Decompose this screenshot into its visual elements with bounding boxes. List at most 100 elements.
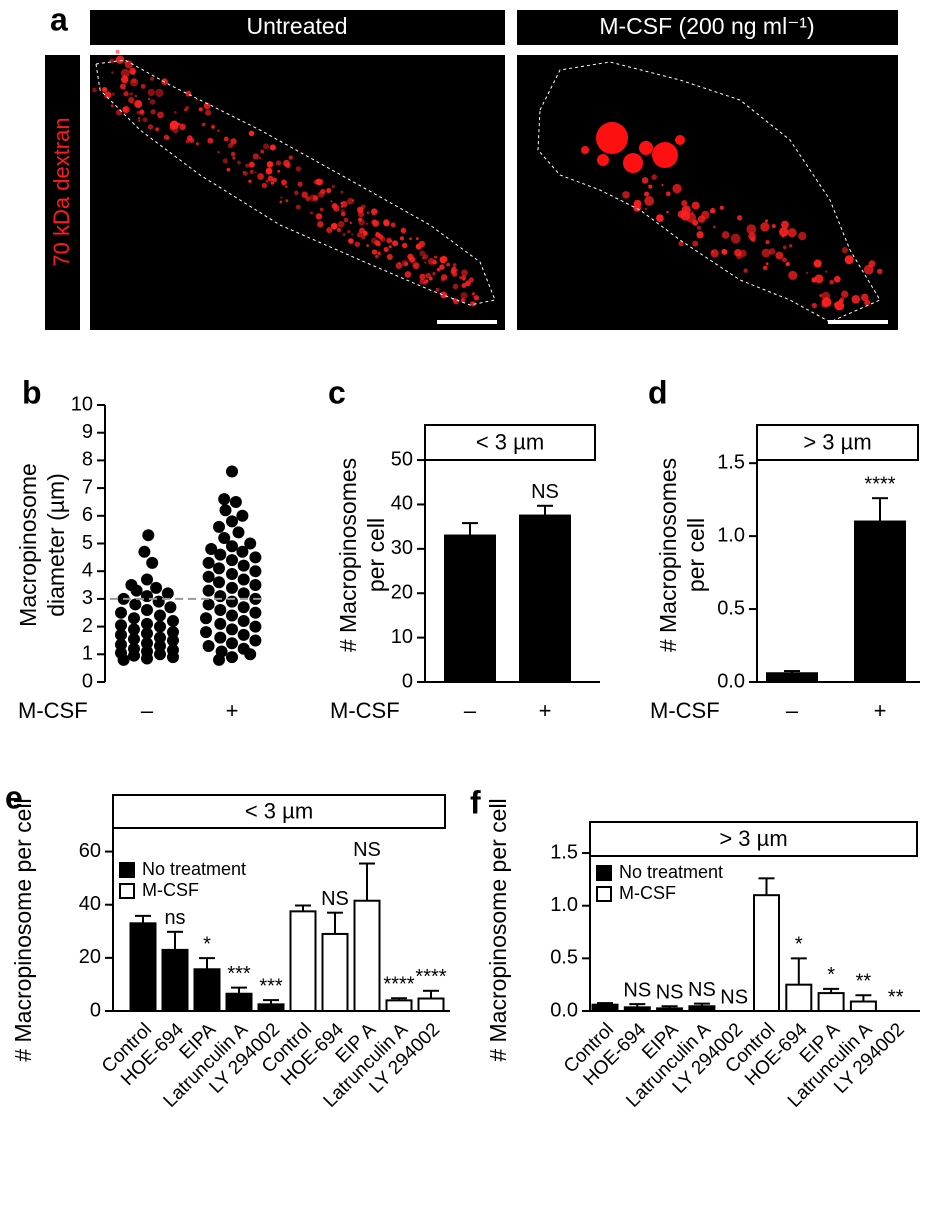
vesicle <box>203 102 211 110</box>
data-point <box>237 615 250 628</box>
vesicle <box>652 142 678 168</box>
bar <box>854 520 906 683</box>
vesicle <box>375 240 381 247</box>
y-axis-label: Macropinosome <box>15 463 41 627</box>
vesicle <box>361 234 366 240</box>
significance: NS <box>623 979 651 1001</box>
vesicle <box>301 191 308 198</box>
cell-outline <box>537 61 881 323</box>
vesicle <box>195 98 198 101</box>
vesicle <box>648 184 653 189</box>
vesicle <box>315 178 323 186</box>
data-point <box>249 551 262 564</box>
vesicle <box>644 191 650 197</box>
vesicle <box>155 88 164 98</box>
data-point <box>202 556 215 569</box>
vesicle <box>762 265 768 271</box>
vesicle <box>140 83 146 89</box>
significance: NS <box>720 986 748 1008</box>
vesicle <box>439 264 445 270</box>
vesicle <box>261 182 268 189</box>
y-axis-label: # Macropinosomes <box>655 458 681 652</box>
significance: ** <box>888 986 904 1008</box>
vesicle <box>458 276 462 279</box>
data-point <box>141 645 153 658</box>
y-tick-label: 4 <box>82 559 93 581</box>
legend-label: M-CSF <box>142 880 199 900</box>
vesicle <box>377 251 381 256</box>
vesicle <box>150 76 155 81</box>
vesicle <box>692 240 699 247</box>
vesicle <box>581 146 589 154</box>
vesicle <box>710 209 714 213</box>
vesicle <box>644 196 655 206</box>
vesicle <box>267 175 274 182</box>
bar <box>321 932 349 1013</box>
vesicle <box>719 205 724 210</box>
vesicle <box>765 262 769 266</box>
vesicle <box>109 58 115 64</box>
vesicle <box>258 156 262 160</box>
vesicle <box>409 237 412 240</box>
vesicle <box>644 207 647 210</box>
significance: NS <box>353 839 381 861</box>
vesicle <box>177 122 181 126</box>
vesicle <box>236 160 241 165</box>
data-point <box>128 642 140 655</box>
vesicle <box>440 277 445 282</box>
vesicle <box>265 167 273 175</box>
vesicle <box>204 109 212 116</box>
vesicle <box>340 205 344 208</box>
vesicle <box>407 253 414 260</box>
vesicle <box>319 207 324 212</box>
data-point <box>249 579 262 592</box>
vesicle <box>838 299 844 304</box>
y-tick-label: 7 <box>82 476 93 498</box>
vesicle <box>461 283 467 288</box>
vesicle <box>340 190 344 194</box>
vesicle <box>111 71 114 74</box>
vesicle <box>330 200 333 203</box>
side-bar <box>45 55 80 330</box>
significance: * <box>203 933 211 955</box>
significance: **** <box>415 966 446 988</box>
vesicle <box>461 269 468 277</box>
x-tick-label: + <box>539 698 552 723</box>
vesicle <box>187 135 193 141</box>
vesicle <box>366 244 369 247</box>
significance: * <box>827 964 835 986</box>
vesicle <box>864 299 871 306</box>
vesicle <box>222 158 228 164</box>
panel-label: c <box>328 374 346 410</box>
bar <box>623 1006 651 1012</box>
vesicle <box>452 283 459 290</box>
y-tick-label: 30 <box>391 537 413 559</box>
data-point <box>214 603 227 616</box>
data-point <box>164 601 177 614</box>
x-tick-label: – <box>464 698 477 723</box>
legend-label: No treatment <box>619 862 723 882</box>
panel-title: < 3 µm <box>476 429 544 454</box>
y-tick-label: 50 <box>391 448 413 470</box>
data-point <box>226 554 238 567</box>
significance: NS <box>656 982 684 1004</box>
panel-title: < 3 µm <box>245 798 313 823</box>
y-tick-label: 0.5 <box>717 597 745 619</box>
bar <box>257 1003 285 1012</box>
vesicle <box>833 275 841 283</box>
vesicle <box>211 125 215 129</box>
vesicle <box>651 174 657 180</box>
vesicle <box>412 262 420 270</box>
vesicle <box>701 210 710 220</box>
panel-label: f <box>470 784 481 820</box>
data-point <box>226 581 238 594</box>
vesicle <box>265 179 269 183</box>
vesicle <box>217 129 220 132</box>
vesicle <box>297 181 303 187</box>
data-point <box>226 515 238 528</box>
vesicle <box>814 274 824 284</box>
vesicle <box>633 199 642 208</box>
data-point <box>213 562 225 575</box>
data-point <box>226 637 238 650</box>
